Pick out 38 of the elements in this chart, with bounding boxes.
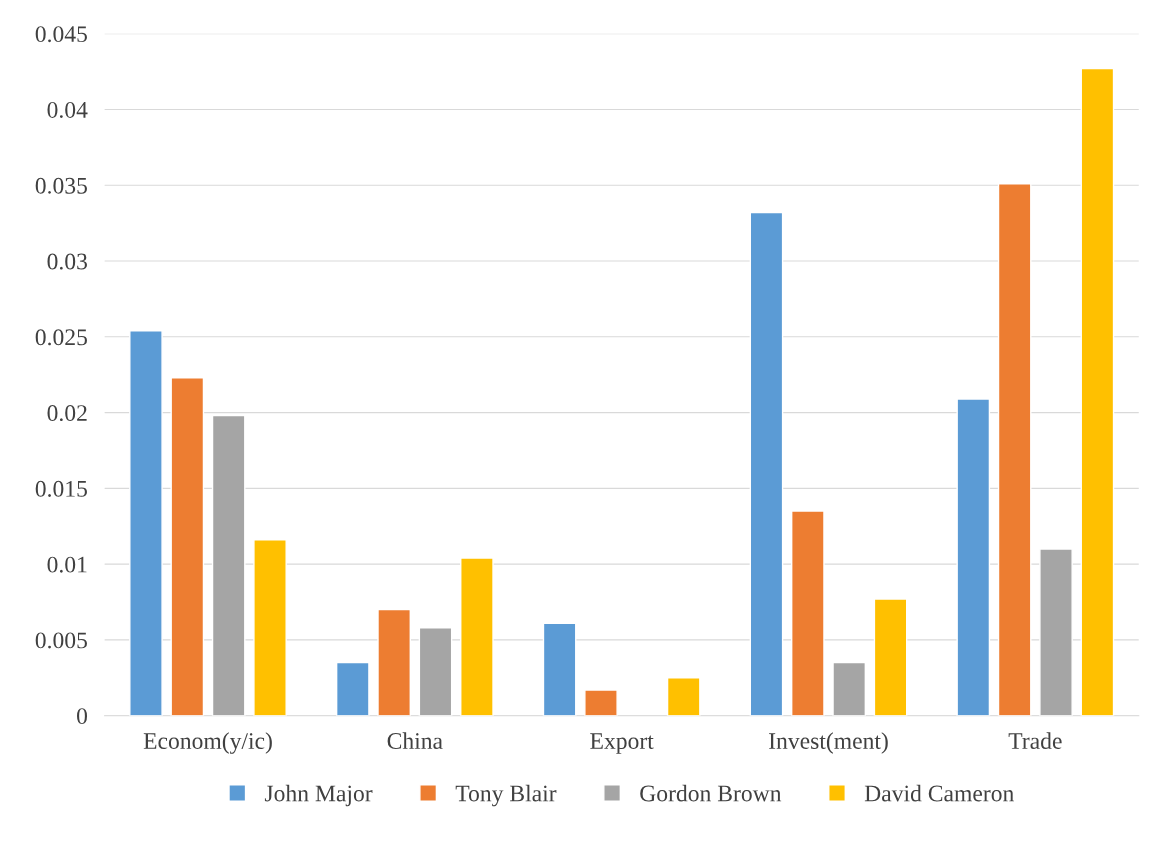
bar — [377, 608, 411, 716]
legend-label: Gordon Brown — [640, 784, 782, 802]
y-tick-label: 0.01 — [47, 556, 87, 573]
y-tick-label: 0.025 — [35, 329, 87, 346]
y-tick-label: 0.02 — [47, 405, 87, 422]
bar — [211, 414, 246, 716]
x-tick-label: Invest(ment) — [769, 732, 888, 754]
y-tick-label: 0.015 — [35, 480, 87, 497]
y-tick-label: 0.045 — [35, 26, 87, 43]
bar — [1039, 548, 1073, 716]
legend-label: John Major — [264, 784, 373, 807]
bar — [832, 661, 867, 716]
x-tick-label: Econom(y/ic) — [143, 732, 272, 754]
x-tick-label: China — [387, 732, 443, 749]
bar — [253, 539, 287, 716]
y-tick-label: 0.04 — [47, 101, 88, 118]
bar — [1080, 67, 1115, 716]
bar — [666, 677, 701, 716]
bar — [418, 627, 453, 716]
bar — [542, 622, 577, 716]
bar — [749, 211, 784, 716]
bar — [873, 598, 908, 716]
bar — [170, 377, 205, 716]
bar — [335, 661, 370, 716]
x-tick-label: Trade — [1008, 732, 1062, 749]
y-tick-label: 0.03 — [47, 253, 87, 270]
y-tick-label: 0.035 — [35, 177, 87, 194]
bar — [460, 557, 494, 716]
bar — [584, 689, 618, 716]
bar — [129, 330, 163, 716]
bar — [790, 510, 825, 716]
bar — [997, 183, 1032, 716]
legend-label: Tony Blair — [455, 784, 557, 807]
y-tick-label: 0.005 — [35, 632, 87, 649]
x-tick-label: Export — [590, 733, 654, 754]
y-tick-label: 0 — [77, 708, 88, 725]
legend-label: David Cameron — [864, 784, 1014, 802]
bar — [956, 398, 991, 716]
